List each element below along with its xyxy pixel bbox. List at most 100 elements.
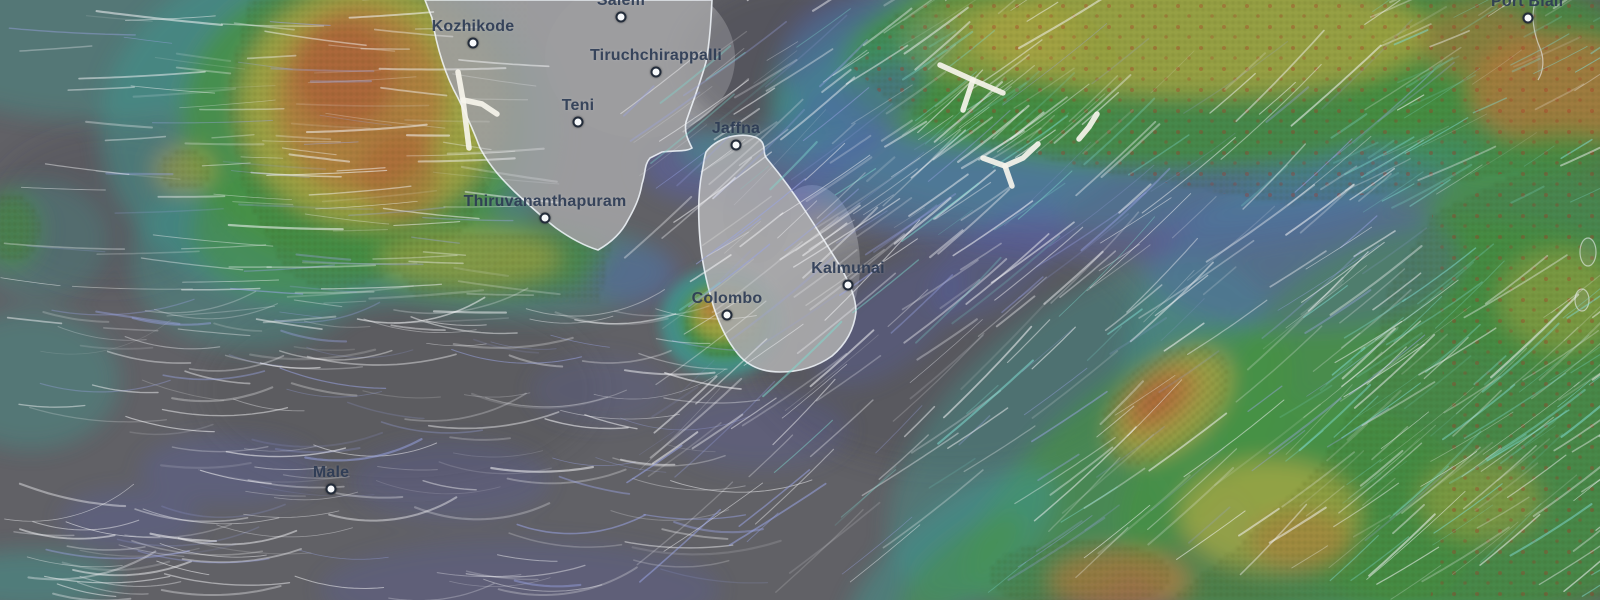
wind-streak bbox=[1083, 97, 1156, 166]
city-marker[interactable] bbox=[730, 139, 742, 151]
wind-streak bbox=[71, 285, 193, 290]
wind-streak bbox=[779, 154, 871, 216]
wind-streak bbox=[713, 107, 761, 141]
wind-streak bbox=[887, 289, 929, 327]
wind-streak bbox=[404, 119, 490, 123]
wind-streak bbox=[719, 69, 782, 122]
wind-streak bbox=[610, 509, 730, 521]
wind-streak bbox=[1037, 453, 1080, 482]
wind-streak bbox=[903, 258, 1008, 344]
wind-streak bbox=[1347, 424, 1436, 499]
storm-symbol bbox=[960, 77, 976, 113]
wind-streak bbox=[1291, 545, 1328, 569]
wind-streak bbox=[1343, 343, 1425, 398]
wind-streak bbox=[1000, 64, 1036, 93]
wind-streak bbox=[157, 195, 226, 198]
city-marker[interactable] bbox=[325, 483, 337, 495]
wind-streak bbox=[103, 327, 159, 332]
wind-streak bbox=[1490, 293, 1580, 379]
wind-streak bbox=[678, 281, 721, 312]
wind-streak bbox=[0, 277, 61, 287]
wind-streak bbox=[27, 550, 157, 581]
wind-streak bbox=[682, 20, 787, 97]
wind-streak bbox=[937, 188, 1011, 255]
wind-streak bbox=[290, 122, 371, 130]
wind-streak bbox=[805, 248, 885, 306]
wind-streak bbox=[1343, 298, 1407, 339]
wind-streak bbox=[927, 110, 1011, 182]
wind-streak bbox=[432, 171, 560, 185]
wind-streak bbox=[809, 399, 874, 458]
city-marker[interactable] bbox=[842, 279, 854, 291]
wind-streak bbox=[1476, 496, 1530, 529]
city-label: Kalmunai bbox=[811, 260, 885, 277]
wind-streak bbox=[655, 308, 757, 320]
wind-streak bbox=[1421, 526, 1510, 583]
wind-streak bbox=[584, 414, 638, 430]
wind-streak bbox=[1026, 112, 1070, 149]
wind-streak bbox=[1350, 536, 1410, 582]
wind-streak bbox=[864, 193, 957, 256]
wind-streak bbox=[328, 44, 396, 52]
wind-streak bbox=[293, 299, 343, 308]
wind-streak bbox=[856, 197, 913, 238]
wind-streak bbox=[818, 39, 869, 88]
wind-streak bbox=[1497, 438, 1551, 481]
wind-streak bbox=[1499, 409, 1568, 465]
wind-streak bbox=[673, 151, 772, 223]
wind-streak bbox=[994, 226, 1084, 301]
wind-streak bbox=[1453, 0, 1489, 18]
wind-streak bbox=[142, 508, 280, 525]
wind-streak bbox=[892, 332, 985, 422]
wind-streak bbox=[1531, 342, 1600, 400]
wind-streak bbox=[360, 47, 410, 50]
city-marker[interactable] bbox=[615, 11, 627, 23]
wind-streak bbox=[1486, 409, 1570, 462]
wind-streak bbox=[852, 259, 920, 314]
wind-streak bbox=[323, 300, 367, 304]
wind-streak bbox=[414, 502, 551, 521]
wind-streak bbox=[997, 0, 1016, 15]
city-marker[interactable] bbox=[467, 37, 479, 49]
wind-streak bbox=[671, 339, 739, 352]
wind-streak bbox=[1285, 430, 1324, 462]
wind-streak bbox=[106, 350, 192, 364]
wind-streak bbox=[1462, 445, 1537, 510]
wind-streak bbox=[880, 119, 913, 142]
wind-streak bbox=[1022, 328, 1074, 372]
wind-streak bbox=[246, 54, 297, 60]
wind-streak bbox=[1430, 395, 1477, 437]
wind-streak bbox=[1543, 289, 1584, 318]
wind-streak bbox=[1339, 268, 1406, 324]
wind-streak bbox=[1346, 459, 1382, 486]
wind-streak bbox=[222, 160, 327, 170]
wind-streak bbox=[901, 182, 980, 243]
wind-streak bbox=[1557, 380, 1591, 408]
city-marker[interactable] bbox=[721, 309, 733, 321]
wind-streak bbox=[1420, 451, 1478, 487]
wind-streak bbox=[1150, 447, 1225, 511]
city-marker[interactable] bbox=[650, 66, 662, 78]
wind-streak bbox=[262, 140, 341, 143]
wind-streak bbox=[1084, 504, 1120, 531]
wind-streak bbox=[1429, 30, 1470, 48]
wind-streak bbox=[95, 10, 223, 26]
wind-streak bbox=[773, 419, 833, 473]
wind-streak bbox=[1418, 327, 1497, 376]
wind-streak bbox=[834, 465, 897, 526]
wind-streak bbox=[1349, 167, 1396, 201]
city-marker[interactable] bbox=[539, 212, 551, 224]
wind-streak bbox=[124, 523, 232, 539]
wind-streak bbox=[1160, 298, 1205, 342]
wind-streak bbox=[274, 301, 381, 323]
wind-streak bbox=[928, 30, 957, 48]
wind-streak bbox=[1485, 388, 1586, 460]
city-marker[interactable] bbox=[572, 116, 584, 128]
wind-streak bbox=[1006, 319, 1051, 364]
wind-streak bbox=[255, 318, 323, 330]
wind-streak bbox=[639, 124, 708, 177]
wind-streak bbox=[137, 550, 270, 564]
city-marker[interactable] bbox=[1522, 12, 1534, 24]
